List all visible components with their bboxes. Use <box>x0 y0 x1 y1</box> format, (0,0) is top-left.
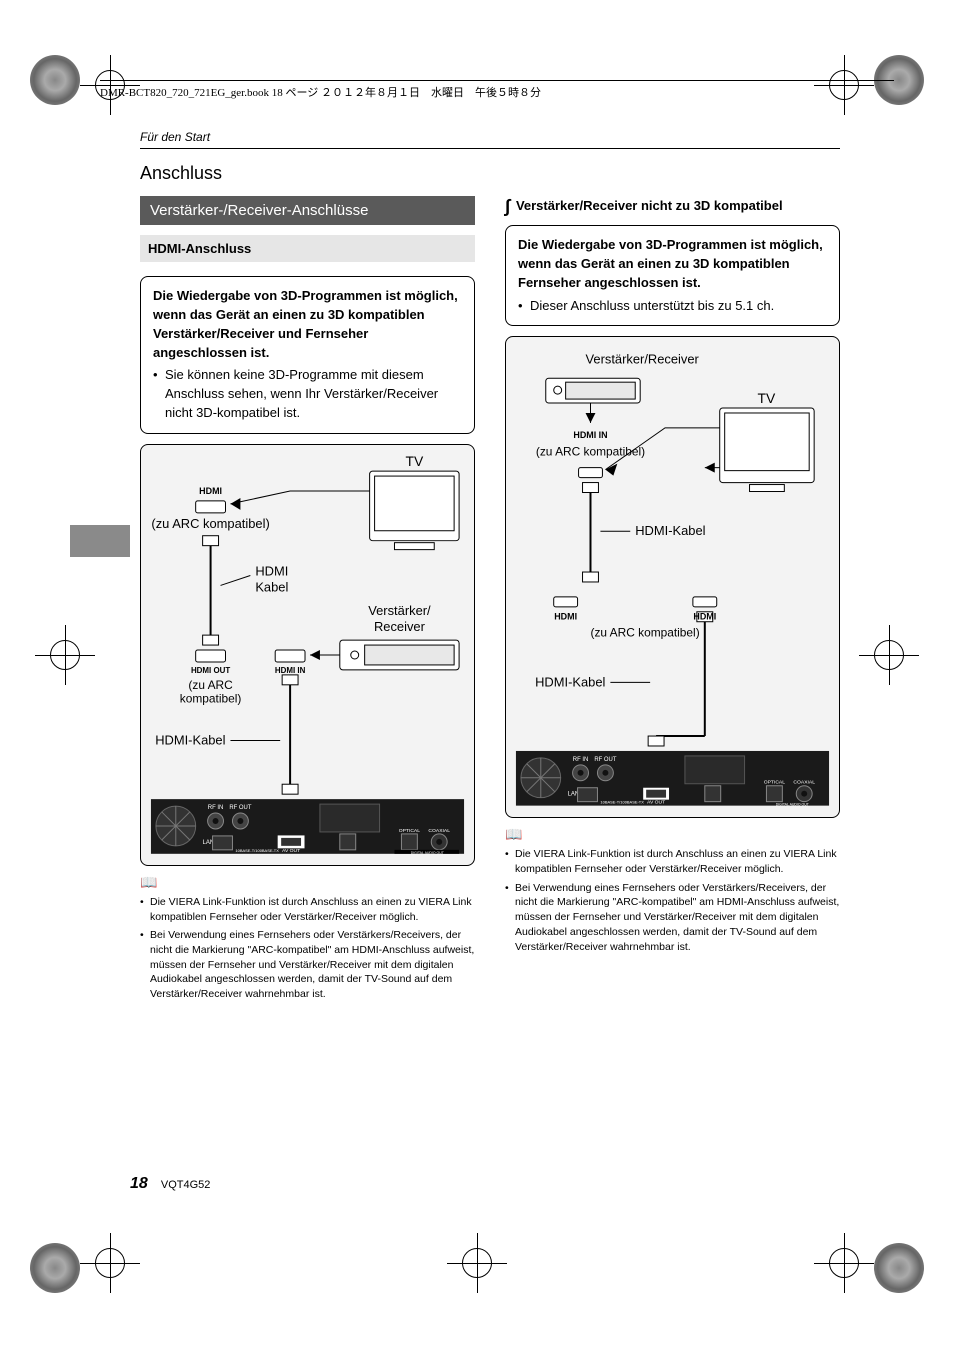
note-item: Die VIERA Link-Funktion ist durch Anschl… <box>505 847 840 876</box>
right-subheading: Verstärker/Receiver nicht zu 3D kompatib… <box>505 196 840 217</box>
svg-text:HDMI-Kabel: HDMI-Kabel <box>155 732 225 747</box>
page-content: Für den Start Anschluss Verstärker-/Rece… <box>140 130 840 1006</box>
svg-text:DIGITAL AUDIO OUT: DIGITAL AUDIO OUT <box>776 803 810 807</box>
crop-mark-l <box>35 625 95 685</box>
info-box-left: Die Wiedergabe von 3D-Programmen ist mög… <box>140 276 475 434</box>
svg-text:RF IN: RF IN <box>573 757 589 763</box>
svg-text:HDMI-Kabel: HDMI-Kabel <box>535 675 605 690</box>
print-header: DMR-BCT820_720_721EG_ger.book 18 ページ ２０１… <box>100 80 894 100</box>
svg-text:OPTICAL: OPTICAL <box>399 828 420 834</box>
svg-text:HDMI: HDMI <box>693 612 716 622</box>
tv-label: TV <box>405 453 423 469</box>
svg-text:TV: TV <box>758 390 776 406</box>
svg-text:HDMI-Kabel: HDMI-Kabel <box>635 524 705 539</box>
svg-text:DIGITAL AUDIO OUT: DIGITAL AUDIO OUT <box>411 851 445 855</box>
svg-text:AV OUT: AV OUT <box>282 848 300 854</box>
arc-label: (zu ARC kompatibel) <box>151 516 269 531</box>
svg-text:HDMI: HDMI <box>255 563 288 578</box>
crop-ornament-bl <box>30 1243 80 1293</box>
crop-mark-c <box>447 1233 507 1293</box>
crop-mark-r <box>859 625 919 685</box>
chapter-label: Für den Start <box>140 130 840 144</box>
svg-text:(zu ARC kompatibel): (zu ARC kompatibel) <box>590 626 699 640</box>
right-column: Verstärker/Receiver nicht zu 3D kompatib… <box>505 196 840 1006</box>
svg-text:RF IN: RF IN <box>208 805 224 811</box>
left-column: Verstärker-/Receiver-Anschlüsse HDMI-Ans… <box>140 196 475 1006</box>
svg-text:HDMI OUT: HDMI OUT <box>191 666 230 675</box>
chapter-rule <box>140 148 840 149</box>
info-box-right: Die Wiedergabe von 3D-Programmen ist mög… <box>505 225 840 326</box>
sub-heading: HDMI-Anschluss <box>140 235 475 262</box>
svg-text:OPTICAL: OPTICAL <box>764 780 785 786</box>
svg-text:HDMI: HDMI <box>554 612 577 622</box>
page-number: 18 <box>130 1175 148 1192</box>
crop-mark-br <box>814 1233 874 1293</box>
info-bullet-r: Dieser Anschluss unterstützt bis zu 5.1 … <box>518 297 827 316</box>
svg-text:HDMI IN: HDMI IN <box>573 430 607 440</box>
crop-mark-bl <box>80 1233 140 1293</box>
info-lead: Die Wiedergabe von 3D-Programmen ist mög… <box>153 287 462 362</box>
note-item: Die VIERA Link-Funktion ist durch Anschl… <box>140 895 475 924</box>
svg-text:(zu ARC: (zu ARC <box>188 678 233 692</box>
info-lead-r: Die Wiedergabe von 3D-Programmen ist mög… <box>518 236 827 293</box>
notes-left: Die VIERA Link-Funktion ist durch Anschl… <box>140 895 475 1002</box>
note-item: Bei Verwendung eines Fernsehers oder Ver… <box>505 881 840 954</box>
svg-text:AV OUT: AV OUT <box>647 800 665 806</box>
connection-diagram-left: TV HDMI (zu ARC kompatibel) HDMI Kabel <box>140 444 475 866</box>
svg-text:Receiver: Receiver <box>374 619 426 634</box>
info-bullet: Sie können keine 3D-Programme mit diesem… <box>153 366 462 423</box>
page-footer: 18 VQT4G52 <box>130 1175 210 1193</box>
note-icon: 📖 <box>140 874 475 891</box>
svg-text:10BASE-T/100BASE-TX: 10BASE-T/100BASE-TX <box>235 848 279 853</box>
section-title: Anschluss <box>140 163 840 184</box>
svg-text:RF OUT: RF OUT <box>229 805 252 811</box>
thumb-tab <box>70 525 130 557</box>
banner-heading: Verstärker-/Receiver-Anschlüsse <box>140 196 475 225</box>
connection-diagram-right: Verstärker/Receiver TV HDMI IN (zu ARC k… <box>505 336 840 818</box>
note-icon-r: 📖 <box>505 826 840 843</box>
svg-text:(zu ARC kompatibel): (zu ARC kompatibel) <box>536 445 645 459</box>
hdmi-label: HDMI <box>199 486 222 496</box>
svg-text:HDMI IN: HDMI IN <box>275 666 306 675</box>
svg-text:kompatibel): kompatibel) <box>180 692 242 706</box>
svg-text:COAXIAL: COAXIAL <box>428 828 450 834</box>
svg-text:10BASE-T/100BASE-TX: 10BASE-T/100BASE-TX <box>600 800 644 805</box>
svg-text:RF OUT: RF OUT <box>594 757 617 763</box>
svg-text:Verstärker/Receiver: Verstärker/Receiver <box>586 352 700 367</box>
svg-text:Kabel: Kabel <box>255 579 288 594</box>
doc-code: VQT4G52 <box>161 1179 211 1191</box>
note-item: Bei Verwendung eines Fernsehers oder Ver… <box>140 928 475 1001</box>
svg-text:Verstärker/: Verstärker/ <box>368 603 431 618</box>
crop-ornament-br <box>874 1243 924 1293</box>
notes-right: Die VIERA Link-Funktion ist durch Anschl… <box>505 847 840 954</box>
svg-text:COAXIAL: COAXIAL <box>793 780 815 786</box>
crop-ornament-tl <box>30 55 80 105</box>
